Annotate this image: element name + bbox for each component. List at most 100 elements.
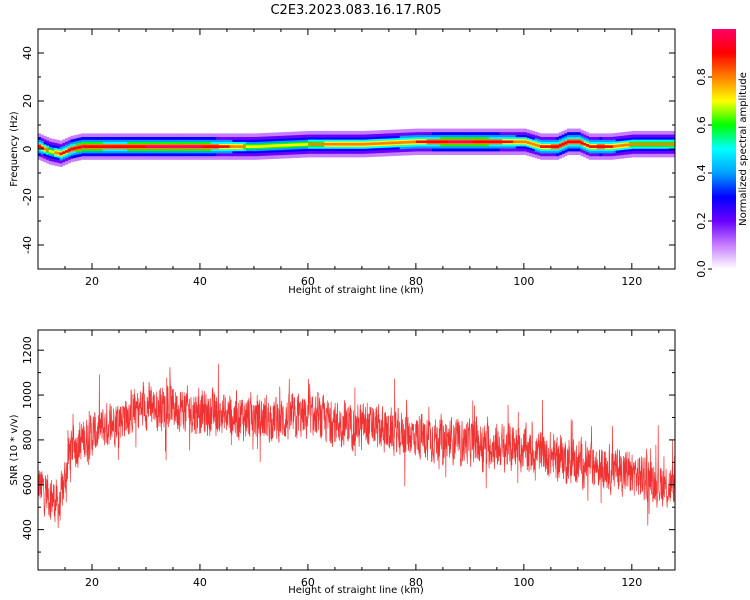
spectrogram-cell	[658, 142, 662, 146]
spectrogram-cell	[639, 142, 643, 146]
spectrogram-cell	[666, 142, 670, 146]
spectrogram-cell	[91, 145, 95, 148]
spectrogram-cell	[343, 142, 346, 146]
spectrogram-cell	[40, 146, 44, 150]
colorbar-label: Normalized spectral amplitude	[738, 72, 749, 226]
spectrogram-cell	[642, 142, 646, 146]
spectrogram-cell	[129, 145, 133, 148]
spectrogram-cell	[256, 145, 260, 148]
spectrogram-cell	[585, 144, 589, 147]
spectrogram-cell	[602, 145, 606, 148]
spectrogram-cell	[194, 145, 198, 148]
spectrogram-cell	[48, 150, 52, 153]
spectrogram-cell	[618, 144, 622, 148]
snr-series-line	[37, 363, 676, 529]
spectrogram-cell	[626, 143, 630, 147]
spectrogram-cell	[310, 142, 314, 146]
spectrogram-cell	[372, 142, 376, 146]
spectrogram-cell	[262, 144, 266, 148]
spectrogram-cell	[221, 145, 225, 148]
spectrogram-cell	[208, 145, 212, 148]
spectrogram-cell	[229, 145, 233, 148]
spectrogram-cell	[407, 140, 411, 144]
spectrogram-cell	[197, 145, 201, 148]
snr-ticks: 20 40 60 80 100 120 400 600 800 1000 1200	[21, 330, 675, 589]
spectrogram-cell	[297, 143, 301, 146]
spectrogram-cell	[245, 145, 249, 148]
spectrogram-cell	[426, 140, 430, 144]
spectrogram-ylabel: Frequency (Hz)	[9, 111, 20, 187]
spectrogram-cell	[383, 141, 387, 145]
spectrogram-cell	[569, 140, 573, 144]
spectrogram-cell	[418, 140, 422, 144]
colorbar-ticks: 0.0 0.2 0.4 0.6 0.8	[695, 68, 712, 278]
spectrogram-cell	[94, 145, 98, 148]
snr-frame	[37, 329, 676, 571]
spectrogram-cell	[386, 141, 390, 145]
spectrogram-cell	[594, 145, 598, 148]
spectrogram-cell	[591, 145, 595, 148]
y-tick-label: 1000	[21, 381, 34, 409]
y-tick-label: -40	[21, 236, 34, 254]
spectrogram-cell	[324, 142, 328, 146]
spectrogram-cell	[413, 140, 417, 144]
spectrogram-cell	[440, 140, 444, 144]
spectrogram-cell	[553, 145, 557, 148]
spectrogram-cell	[537, 144, 541, 148]
spectrogram-cell	[388, 141, 392, 145]
colorbar-tick-label: 0.8	[695, 68, 708, 86]
spectrogram-cell	[345, 142, 349, 146]
x-tick-label: 60	[301, 576, 315, 589]
spectrogram-cell	[278, 144, 282, 147]
spectrogram-cell	[523, 140, 527, 144]
spectrogram-cell	[210, 145, 214, 148]
spectrogram-cell	[561, 142, 565, 146]
spectrogram-cell	[321, 142, 325, 146]
snr-ylabel: SNR (10 * v/v)	[9, 414, 20, 485]
spectrogram-cell	[140, 145, 144, 148]
spectrogram-cell	[513, 140, 517, 144]
spectrogram-cell	[156, 145, 160, 148]
spectrogram-cell	[526, 141, 530, 144]
spectrogram-cell	[588, 145, 592, 148]
spectrogram-cell	[46, 148, 50, 152]
spectrogram-cell	[502, 140, 506, 144]
spectrogram-cell	[73, 147, 77, 150]
spectrogram-cell	[423, 140, 427, 144]
snr-marks	[37, 363, 676, 529]
spectrogram-cell	[348, 142, 352, 146]
spectrogram-cell	[661, 142, 665, 146]
spectrogram-cell	[607, 145, 611, 148]
spectrogram-cell	[621, 144, 625, 147]
spectrogram-cell	[486, 140, 490, 144]
spectrogram-cell	[359, 142, 363, 146]
spectrogram-cell	[475, 140, 479, 144]
spectrogram-cell	[496, 140, 500, 144]
colorbar-gradient	[712, 29, 736, 269]
y-tick-label: 800	[21, 429, 34, 450]
spectrogram-cell	[378, 142, 382, 145]
snr-panel: 20 40 60 80 100 120 400 600 800 1000 1200 Height o…	[9, 329, 676, 596]
x-tick-label: 80	[409, 275, 423, 288]
spectrogram-cell	[218, 145, 222, 148]
spectrogram-cell	[191, 145, 195, 148]
spectrogram-cell	[402, 141, 406, 144]
spectrogram-cell	[580, 141, 584, 145]
spectrogram-cell	[148, 145, 152, 148]
spectrogram-cell	[577, 140, 581, 144]
x-tick-label: 100	[513, 275, 534, 288]
colorbar-tick-label: 0.2	[695, 212, 708, 230]
spectrogram-cell	[515, 140, 519, 144]
spectrogram-cell	[251, 145, 255, 148]
spectrogram-cell	[83, 145, 87, 148]
spectrogram-cell	[529, 142, 533, 145]
spectrogram-cell	[504, 140, 508, 144]
spectrogram-cell	[558, 144, 562, 147]
x-tick-label: 100	[513, 576, 534, 589]
spectrogram-cell	[507, 140, 511, 144]
spectrogram-cell	[583, 142, 587, 146]
spectrogram-cell	[434, 140, 438, 144]
spectrogram-cell	[464, 140, 468, 144]
spectrogram-cell	[259, 145, 263, 148]
spectrogram-cell	[267, 144, 271, 148]
